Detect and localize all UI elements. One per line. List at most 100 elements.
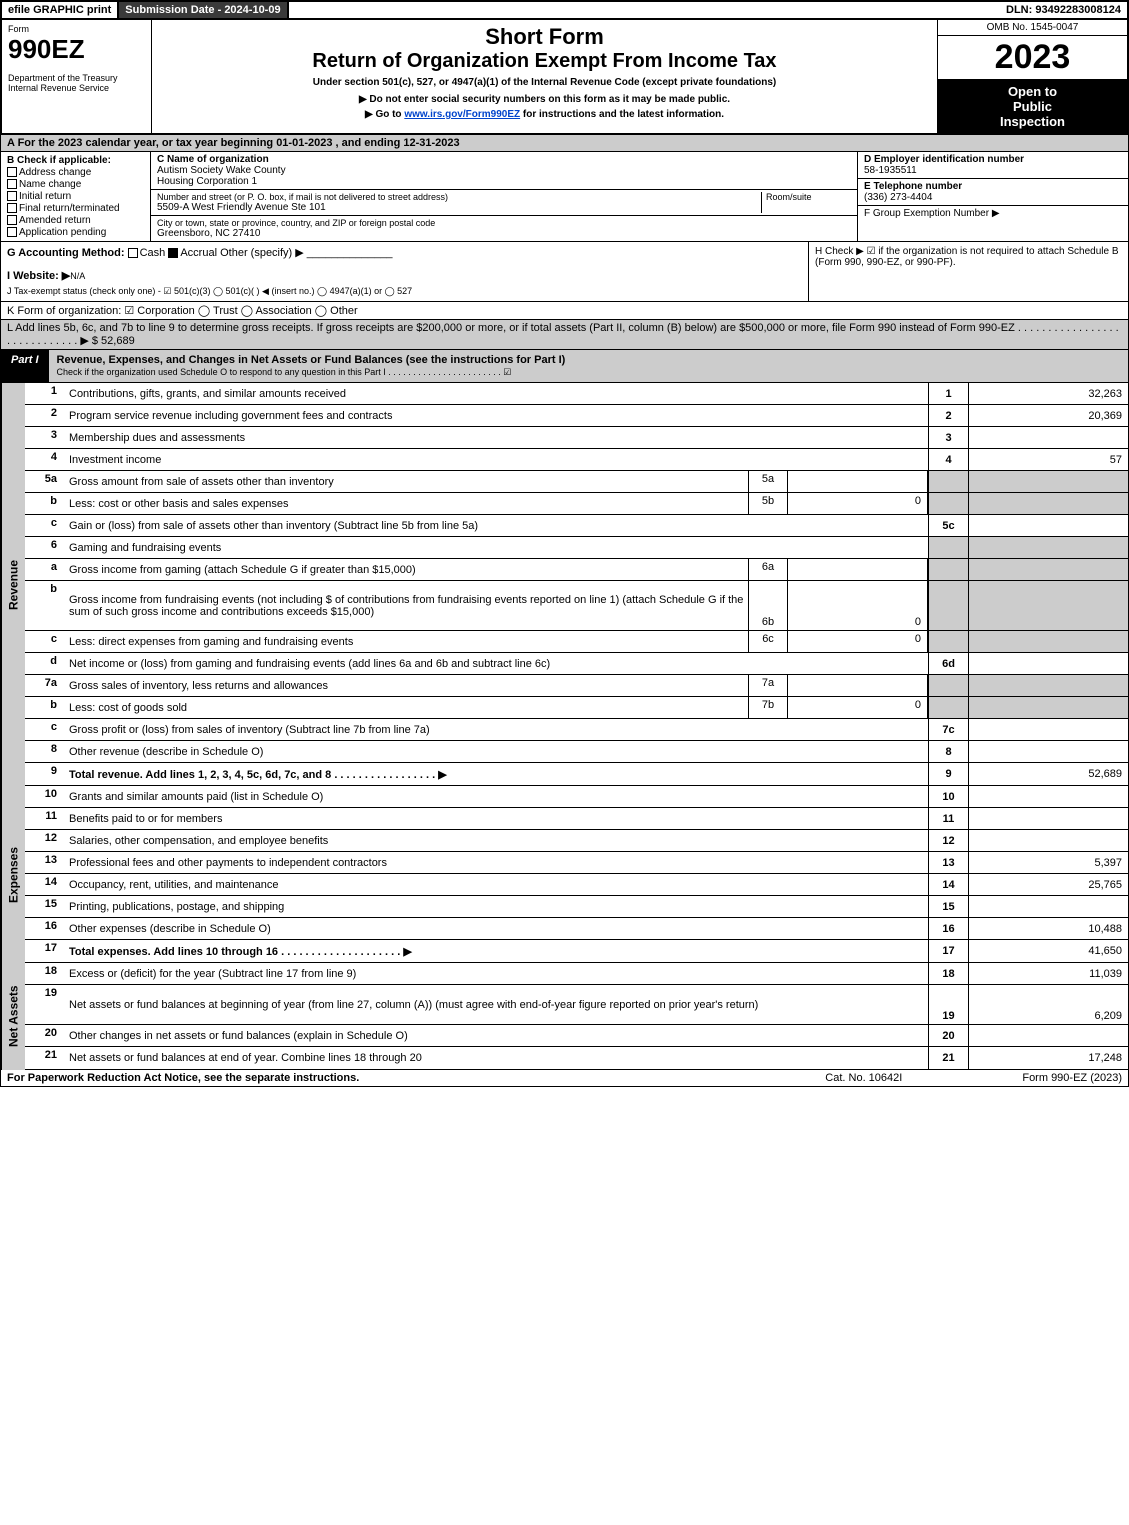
row-a-calendar-year: A For the 2023 calendar year, or tax yea… <box>0 135 1129 152</box>
ein-value: 58-1935511 <box>864 165 1122 176</box>
ln-2-desc: Program service revenue including govern… <box>65 405 928 426</box>
ln-2-val: 20,369 <box>968 405 1128 426</box>
gross-receipts-value: 52,689 <box>101 335 135 347</box>
ln-2-rn: 2 <box>928 405 968 426</box>
ln-7a-desc: Gross sales of inventory, less returns a… <box>65 675 748 696</box>
ln-3-rn: 3 <box>928 427 968 448</box>
ln-5b-rv <box>968 493 1128 514</box>
dept-line-1: Department of the Treasury <box>8 73 145 83</box>
ln-20-val <box>968 1025 1128 1046</box>
ln-6a-desc: Gross income from gaming (attach Schedul… <box>65 559 748 580</box>
ln-5b-num: b <box>25 493 65 514</box>
dept-line-2: Internal Revenue Service <box>8 83 145 93</box>
ln-16-rn: 16 <box>928 918 968 939</box>
ln-5b-sn: 5b <box>748 493 788 514</box>
ln-16-num: 16 <box>25 918 65 939</box>
ln-15-val <box>968 896 1128 917</box>
ln-13-num: 13 <box>25 852 65 873</box>
e-label: E Telephone number <box>864 181 1122 192</box>
efile-print-button[interactable]: efile GRAPHIC print <box>2 2 119 18</box>
ln-9-desc: Total revenue. Add lines 1, 2, 3, 4, 5c,… <box>65 763 928 785</box>
ln-17-rn: 17 <box>928 940 968 962</box>
ln-11-desc: Benefits paid to or for members <box>65 808 928 829</box>
ln-21-rn: 21 <box>928 1047 968 1069</box>
ln-1-val: 32,263 <box>968 383 1128 404</box>
ln-11-val <box>968 808 1128 829</box>
cat-no: Cat. No. 10642I <box>825 1072 902 1084</box>
ln-6a-rv <box>968 559 1128 580</box>
header-center: Short Form Return of Organization Exempt… <box>152 20 937 133</box>
paperwork-notice: For Paperwork Reduction Act Notice, see … <box>7 1072 705 1084</box>
expenses-section: Expenses 10Grants and similar amounts pa… <box>0 786 1129 963</box>
form-ref: Form 990-EZ (2023) <box>1022 1072 1122 1084</box>
ln-6a-num: a <box>25 559 65 580</box>
city-label: City or town, state or province, country… <box>157 218 851 228</box>
ln-2-num: 2 <box>25 405 65 426</box>
b-opt-pending[interactable]: Application pending <box>7 227 144 238</box>
b-opt-name[interactable]: Name change <box>7 179 144 190</box>
ln-5c-num: c <box>25 515 65 536</box>
ln-20-rn: 20 <box>928 1025 968 1046</box>
open-inspection-box: Open to Public Inspection <box>938 80 1127 133</box>
ln-17-val: 41,650 <box>968 940 1128 962</box>
section-b: B Check if applicable: Address change Na… <box>1 152 151 241</box>
ln-5a-num: 5a <box>25 471 65 492</box>
col-gij: G Accounting Method: Cash Accrual Other … <box>1 242 808 301</box>
b-opt-final[interactable]: Final return/terminated <box>7 203 144 214</box>
c-addr-row: Number and street (or P. O. box, if mail… <box>151 190 857 216</box>
ln-1-rn: 1 <box>928 383 968 404</box>
ln-8-num: 8 <box>25 741 65 762</box>
ln-7c-desc: Gross profit or (loss) from sales of inv… <box>65 719 928 740</box>
website-value: N/A <box>70 271 85 281</box>
f-label: F Group Exemption Number ▶ <box>864 208 1122 219</box>
ln-14-num: 14 <box>25 874 65 895</box>
ln-6d-desc: Net income or (loss) from gaming and fun… <box>65 653 928 674</box>
ln-18-num: 18 <box>25 963 65 984</box>
ln-8-rn: 8 <box>928 741 968 762</box>
ln-16-desc: Other expenses (describe in Schedule O) <box>65 918 928 939</box>
ln-7b-sv: 0 <box>788 697 928 718</box>
ln-7b-sn: 7b <box>748 697 788 718</box>
ln-7a-rn <box>928 675 968 696</box>
ln-5c-desc: Gain or (loss) from sale of assets other… <box>65 515 928 536</box>
ln-6-num: 6 <box>25 537 65 558</box>
open-line-1: Open to <box>940 84 1125 99</box>
part-1-header: Part I Revenue, Expenses, and Changes in… <box>0 350 1129 383</box>
f-group: F Group Exemption Number ▶ <box>858 206 1128 241</box>
d-label: D Employer identification number <box>864 154 1122 165</box>
row-gh: G Accounting Method: Cash Accrual Other … <box>0 242 1129 302</box>
ln-6-rv <box>968 537 1128 558</box>
ln-6b-num: b <box>25 581 65 630</box>
ln-6b-desc: Gross income from fundraising events (no… <box>65 581 748 630</box>
return-title: Return of Organization Exempt From Incom… <box>160 50 929 73</box>
h-check: H Check ▶ ☑ if the organization is not r… <box>808 242 1128 301</box>
ln-10-val <box>968 786 1128 807</box>
form-header: Form 990EZ Department of the Treasury In… <box>0 18 1129 135</box>
ln-11-num: 11 <box>25 808 65 829</box>
g-cash-check[interactable] <box>128 248 138 258</box>
ln-6a-sv <box>788 559 928 580</box>
irs-link[interactable]: www.irs.gov/Form990EZ <box>404 109 520 120</box>
ln-10-num: 10 <box>25 786 65 807</box>
expenses-side-label: Expenses <box>1 786 25 963</box>
ln-1-num: 1 <box>25 383 65 404</box>
ln-6b-rn <box>928 581 968 630</box>
ln-14-val: 25,765 <box>968 874 1128 895</box>
ln-9-num: 9 <box>25 763 65 785</box>
b-opt-address[interactable]: Address change <box>7 167 144 178</box>
g-accrual-check[interactable] <box>168 248 178 258</box>
b-opt-initial[interactable]: Initial return <box>7 191 144 202</box>
ln-9-val: 52,689 <box>968 763 1128 785</box>
d-ein: D Employer identification number 58-1935… <box>858 152 1128 179</box>
ln-6c-sv: 0 <box>788 631 928 652</box>
e-phone: E Telephone number (336) 273-4404 <box>858 179 1128 206</box>
c-name-row: C Name of organization Autism Society Wa… <box>151 152 857 190</box>
b-opt-amended[interactable]: Amended return <box>7 215 144 226</box>
tax-year: 2023 <box>938 36 1127 80</box>
g-accounting: G Accounting Method: Cash Accrual Other … <box>7 246 802 259</box>
ln-21-desc: Net assets or fund balances at end of ye… <box>65 1047 928 1069</box>
ln-4-desc: Investment income <box>65 449 928 470</box>
ln-7b-num: b <box>25 697 65 718</box>
ln-5a-rn <box>928 471 968 492</box>
header-left: Form 990EZ Department of the Treasury In… <box>2 20 152 133</box>
